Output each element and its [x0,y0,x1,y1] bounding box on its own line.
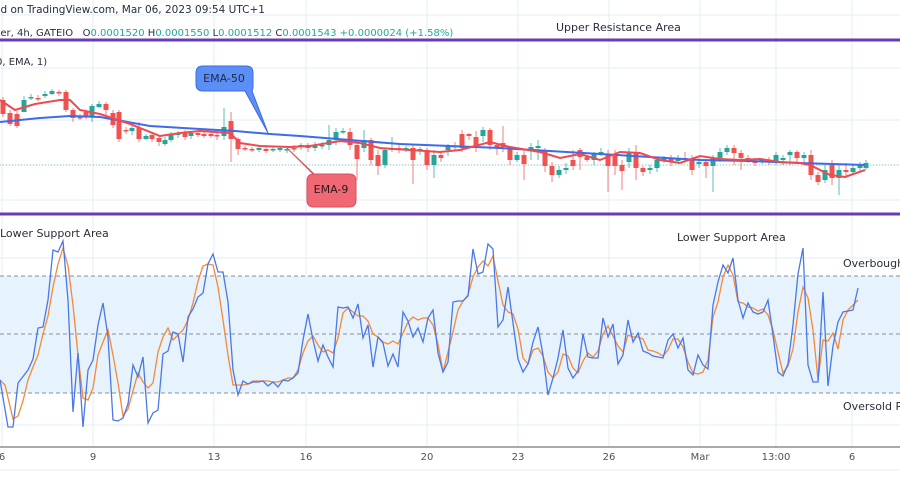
overbought-label: Overbough [843,257,900,270]
upper-resistance-label: Upper Resistance Area [556,21,681,34]
lower-support-label-left: Lower Support Area [0,227,109,240]
ema50-callout: EMA-50 [195,65,269,134]
lower-support-label-right: Lower Support Area [677,231,786,244]
x-axis-tick-label: 13:00 [761,452,791,463]
change-value: +0.0000024 (+1.58%) [339,28,454,39]
oversold-label: Oversold R [843,400,900,413]
open-value: 0.0001520 [90,28,145,39]
x-axis-tick-label: 13 [207,452,221,463]
high-value: 0.0001550 [155,28,210,39]
stochastic-k-line [0,238,859,428]
x-axis-tick-label: 20 [420,452,434,463]
ema50-callout-label: EMA-50 [203,72,245,85]
close-value: 0.0001543 [282,28,337,39]
low-label: L [212,28,219,39]
x-axis-tick-label: 26 [602,452,616,463]
symbol-legend: her, 4h, GATEIO O0.0001520 H0.0001550 L0… [0,28,453,39]
high-label: H [147,28,156,39]
ema9-callout: EMA-9 [286,147,357,208]
ema9-callout-label: EMA-9 [314,183,349,196]
close-label: C [275,28,283,39]
symbol-info: her, 4h, GATEIO [0,28,74,39]
open-label: O [82,28,91,39]
x-axis-tick-label: 6 [0,452,6,463]
ema-indicator-legend[interactable]: 0, EMA, 1) [0,57,48,68]
x-axis-tick-label: 6 [848,452,856,463]
ema9-line[interactable] [0,99,866,179]
x-axis-tick-label: 16 [299,452,313,463]
x-axis-tick-label: Mar [690,452,710,463]
chart-credit: ed on TradingView.com, Mar 06, 2023 09:5… [0,4,265,16]
low-value: 0.0001512 [218,28,273,39]
candlesticks [0,89,869,195]
x-axis-tick-label: 23 [511,452,525,463]
x-axis-tick-label: 9 [89,452,97,463]
